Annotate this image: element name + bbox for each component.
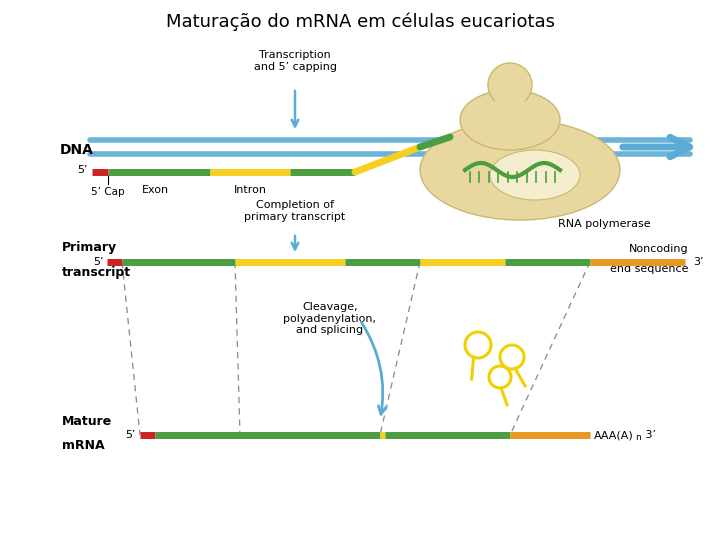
Text: 3’: 3’ <box>693 257 703 267</box>
Text: Completion of
primary transcript: Completion of primary transcript <box>244 200 346 222</box>
Ellipse shape <box>490 150 580 200</box>
Text: 5’: 5’ <box>125 430 136 440</box>
Text: Maturação do mRNA em células eucariotas: Maturação do mRNA em células eucariotas <box>166 13 554 31</box>
Text: end sequence: end sequence <box>610 264 688 274</box>
Text: Noncoding: Noncoding <box>629 244 688 254</box>
Ellipse shape <box>460 90 560 150</box>
Text: Cleavage,
polyadenylation,
and splicing: Cleavage, polyadenylation, and splicing <box>284 302 377 335</box>
Text: Transcription
and 5’ capping: Transcription and 5’ capping <box>253 50 336 72</box>
Text: 3’: 3’ <box>642 430 656 440</box>
Text: RNA polymerase: RNA polymerase <box>558 219 651 229</box>
Text: n: n <box>635 433 641 442</box>
Text: 5’ Cap: 5’ Cap <box>91 187 125 197</box>
Text: mRNA: mRNA <box>62 439 104 452</box>
Text: Exon: Exon <box>141 185 168 195</box>
Ellipse shape <box>420 120 620 220</box>
Text: 5’: 5’ <box>94 257 104 267</box>
Text: Mature: Mature <box>62 415 112 428</box>
Text: transcript: transcript <box>62 266 131 279</box>
Circle shape <box>488 63 532 107</box>
Text: Primary: Primary <box>62 241 117 254</box>
Text: AAA(A): AAA(A) <box>594 430 634 440</box>
Text: DNA: DNA <box>60 143 94 157</box>
Ellipse shape <box>495 88 525 118</box>
Text: Intron: Intron <box>233 185 266 195</box>
Text: 5’: 5’ <box>78 165 88 175</box>
